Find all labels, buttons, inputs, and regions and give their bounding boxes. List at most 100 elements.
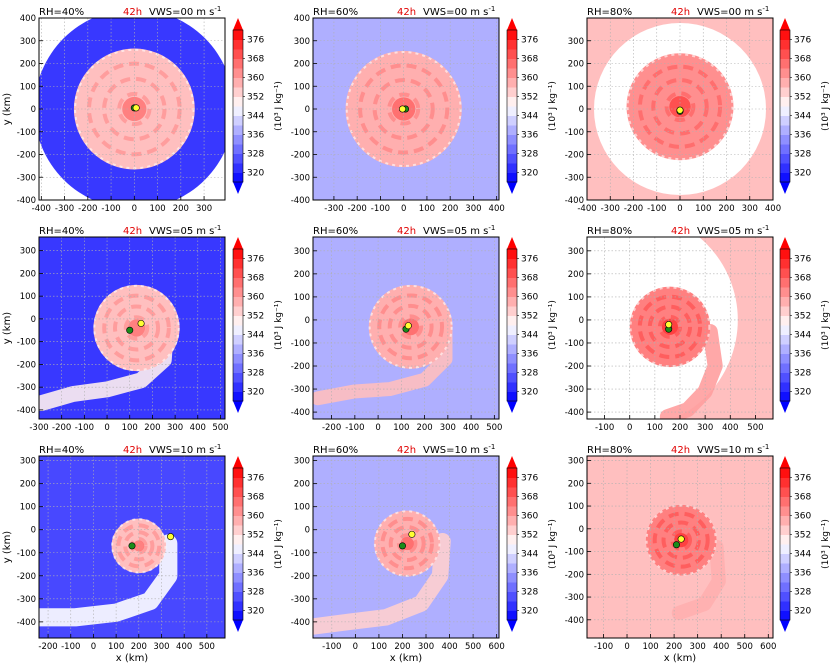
colorbar-segment — [507, 58, 517, 69]
colorbar-segment — [780, 134, 790, 145]
y-axis-label: y (km) — [2, 93, 13, 126]
rh-label: RH=60% — [313, 226, 358, 237]
x-tick-label: -300 — [324, 204, 343, 214]
y-tick-label: 300 — [294, 37, 310, 47]
colorbar-tick-label: 344 — [247, 331, 264, 341]
colorbar-segment — [780, 553, 790, 564]
colorbar-tick-label: 336 — [521, 569, 538, 579]
colorbar-segment — [780, 287, 790, 297]
colorbar-extend-top — [780, 237, 790, 249]
colorbar-segment — [780, 334, 790, 345]
y-tick-label: 200 — [294, 60, 310, 70]
colorbar-tick-label: 376 — [794, 255, 811, 265]
colorbar-tick-label: 352 — [247, 312, 264, 322]
colorbar-segment — [507, 572, 517, 583]
colorbar-tick-label: 336 — [247, 131, 264, 141]
colorbar-segment — [780, 572, 790, 583]
colorbar: 320 328 336 344 352 360 368 376 (10³ J kg⁻¹) — [779, 456, 831, 632]
y-tick-label: -300 — [565, 385, 584, 395]
y-tick-label: -100 — [565, 548, 584, 558]
y-tick-label: 100 — [568, 293, 584, 303]
vws-value: 00 — [454, 7, 467, 18]
colorbar-extend-top — [233, 456, 243, 468]
colorbar-segment — [507, 68, 517, 78]
colorbar-segment — [233, 544, 243, 554]
x-tick-label: 300 — [465, 204, 481, 214]
colorbar-segment — [233, 353, 243, 364]
x-tick-label: 200 — [442, 204, 458, 214]
colorbar-segment — [780, 506, 790, 516]
colorbar-tick-label: 328 — [521, 150, 538, 160]
colorbar-segment — [780, 534, 790, 545]
y-tick-label: -200 — [17, 572, 36, 582]
colorbar-tick-label: 360 — [521, 74, 538, 84]
colorbar-tick-label: 336 — [794, 569, 811, 579]
y-tick-label: 300 — [20, 457, 36, 467]
colorbar-tick-label: 344 — [247, 550, 264, 560]
colorbar-tick-label: 352 — [794, 312, 811, 322]
center-marker-yellow — [404, 322, 412, 330]
rainband — [651, 77, 709, 136]
x-tick-label: 400 — [722, 423, 738, 433]
colorbar-segment — [507, 163, 517, 173]
x-tick-label: 0 — [627, 423, 632, 433]
colorbar-tick-label: 320 — [247, 169, 264, 179]
y-tick-label: -400 — [17, 618, 36, 628]
colorbar-extend-bottom — [507, 620, 517, 632]
y-tick-label: -200 — [17, 151, 36, 161]
colorbar-segment — [507, 601, 517, 611]
x-tick-label: -100 — [371, 204, 390, 214]
y-tick-label: 0 — [579, 316, 584, 326]
colorbar-segment — [233, 96, 243, 107]
colorbar-segment — [233, 553, 243, 564]
y-tick-label: 200 — [294, 270, 310, 280]
y-tick-label: -100 — [291, 549, 310, 559]
y-tick-label: 0 — [31, 105, 36, 115]
y-tick-label: -200 — [291, 572, 310, 582]
colorbar-tick-label: 360 — [247, 512, 264, 522]
colorbar-tick-label: 376 — [794, 36, 811, 46]
colorbar-segment — [233, 334, 243, 345]
y-axis-label: y (km) — [2, 531, 13, 564]
colorbar-segment — [507, 344, 517, 354]
colorbar-segment — [780, 153, 790, 164]
colorbar-segment — [507, 553, 517, 564]
x-tick-label: -300 — [601, 204, 620, 214]
colorbar-tick-label: 344 — [794, 112, 811, 122]
colorbar-segment — [780, 106, 790, 116]
colorbar-segment — [233, 601, 243, 611]
colorbar-segment — [507, 296, 517, 307]
colorbar-segment — [233, 477, 243, 488]
colorbar-tick-label: 336 — [521, 350, 538, 360]
rainband — [102, 293, 171, 363]
colorbar-tick-label: 336 — [247, 569, 264, 579]
y-tick-label: -200 — [291, 151, 310, 161]
vws-unit: m s — [744, 445, 762, 456]
colorbar-tick-label: 320 — [794, 169, 811, 179]
y-tick-label: -200 — [565, 362, 584, 372]
colorbar-segment — [233, 515, 243, 526]
x-tick-label: 500 — [465, 642, 481, 652]
x-axis-label: x (km) — [390, 653, 423, 664]
y-tick-label: -300 — [291, 173, 310, 183]
colorbar: 320 328 336 344 352 360 368 376 (10³ J kg⁻¹) — [779, 18, 831, 194]
colorbar-label: (10³ J kg⁻¹) — [548, 300, 558, 350]
rainband — [123, 530, 155, 562]
colorbar-segment — [780, 115, 790, 126]
colorbar-segment — [780, 496, 790, 507]
rh-label: RH=40% — [39, 7, 84, 18]
colorbar-segment — [507, 610, 517, 621]
y-tick-label: 100 — [20, 503, 36, 513]
colorbar: 320 328 336 344 352 360 368 376 (10³ J kg⁻¹) — [232, 456, 284, 632]
colorbar-segment — [233, 153, 243, 164]
x-tick-label: 300 — [440, 423, 456, 433]
colorbar-extend-top — [780, 18, 790, 30]
y-tick-label: -200 — [291, 362, 310, 372]
x-tick-label: -200 — [348, 204, 367, 214]
x-tick-label: -200 — [624, 204, 643, 214]
colorbar-label: (10³ J kg⁻¹) — [548, 519, 558, 569]
colorbar-segment — [233, 372, 243, 383]
rh-label: RH=60% — [313, 7, 358, 18]
colorbar-segment — [233, 68, 243, 78]
vws-prefix: VWS= — [423, 7, 454, 18]
